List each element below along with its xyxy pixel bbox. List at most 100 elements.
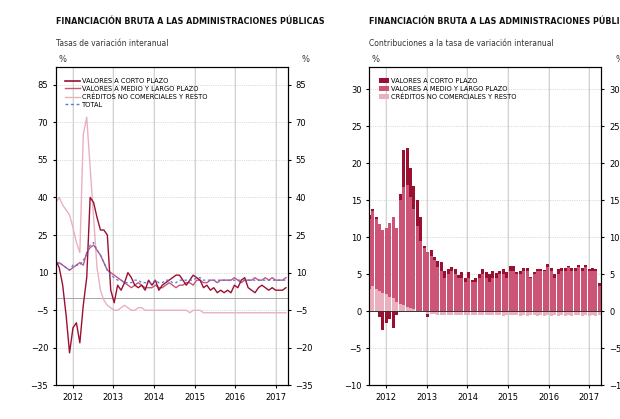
Bar (477, 278, 481, 311)
Bar (443, 271, 446, 278)
Bar (457, 275, 460, 278)
Bar (505, 272, 508, 278)
Bar (412, 309, 415, 311)
Bar (374, 289, 378, 311)
Bar (388, 311, 391, 319)
Bar (495, 311, 498, 315)
Bar (495, 273, 498, 278)
Bar (557, 274, 560, 311)
Bar (512, 311, 515, 315)
Bar (515, 274, 518, 311)
Bar (546, 311, 549, 315)
Bar (492, 278, 494, 311)
Bar (536, 271, 539, 311)
Bar (539, 269, 542, 271)
Bar (467, 272, 471, 278)
Bar (492, 311, 494, 315)
Bar (409, 308, 412, 311)
Bar (567, 266, 570, 267)
Bar (440, 271, 443, 311)
Bar (378, 224, 381, 291)
Bar (567, 267, 570, 311)
Bar (515, 311, 518, 315)
Bar (433, 311, 436, 314)
Bar (412, 186, 415, 209)
Bar (467, 278, 471, 311)
Bar (522, 311, 525, 315)
Bar (471, 279, 474, 282)
Bar (416, 310, 419, 311)
Bar (560, 269, 563, 271)
Bar (426, 252, 429, 311)
Bar (467, 311, 471, 315)
Bar (588, 271, 591, 311)
Bar (454, 311, 456, 315)
Text: %: % (58, 55, 66, 64)
Bar (464, 278, 467, 282)
Bar (595, 311, 598, 316)
Bar (457, 278, 460, 311)
Bar (430, 311, 433, 314)
Bar (564, 311, 567, 316)
Bar (488, 274, 491, 282)
Bar (595, 269, 598, 271)
Bar (574, 268, 577, 271)
Bar (508, 311, 512, 315)
Bar (591, 311, 594, 315)
Bar (550, 271, 553, 311)
Bar (419, 217, 422, 241)
Bar (405, 185, 409, 307)
Bar (461, 278, 464, 311)
Bar (539, 271, 542, 311)
Bar (598, 283, 601, 285)
Bar (395, 228, 398, 302)
Bar (533, 311, 536, 315)
Bar (392, 217, 395, 298)
Bar (371, 209, 374, 212)
Bar (454, 269, 456, 274)
Bar (577, 265, 580, 267)
Bar (371, 285, 374, 311)
Bar (588, 269, 591, 271)
Bar (378, 311, 381, 317)
Bar (553, 311, 556, 315)
Bar (495, 278, 498, 311)
Bar (584, 267, 587, 311)
Bar (481, 311, 484, 315)
Bar (570, 311, 574, 316)
Bar (436, 267, 440, 311)
Bar (474, 311, 477, 315)
Bar (477, 311, 481, 315)
Bar (533, 272, 536, 274)
Bar (402, 305, 405, 311)
Bar (598, 311, 601, 315)
Bar (385, 311, 388, 323)
Bar (543, 270, 546, 271)
Bar (433, 260, 436, 311)
Bar (567, 311, 570, 315)
Bar (536, 311, 539, 316)
Bar (560, 311, 563, 315)
Bar (488, 282, 491, 311)
Bar (371, 212, 374, 285)
Bar (584, 311, 587, 315)
Text: %: % (615, 55, 620, 64)
Text: %: % (302, 55, 310, 64)
Bar (402, 187, 405, 305)
Bar (557, 269, 560, 274)
Bar (409, 197, 412, 308)
Bar (553, 278, 556, 311)
Bar (546, 267, 549, 311)
Bar (492, 271, 494, 278)
Bar (574, 271, 577, 311)
Bar (550, 269, 553, 271)
Bar (577, 311, 580, 315)
Bar (591, 271, 594, 311)
Bar (402, 150, 405, 187)
Bar (381, 230, 384, 293)
Bar (368, 215, 371, 219)
Bar (581, 311, 583, 316)
Bar (529, 278, 532, 311)
Bar (543, 271, 546, 311)
Bar (447, 274, 450, 311)
